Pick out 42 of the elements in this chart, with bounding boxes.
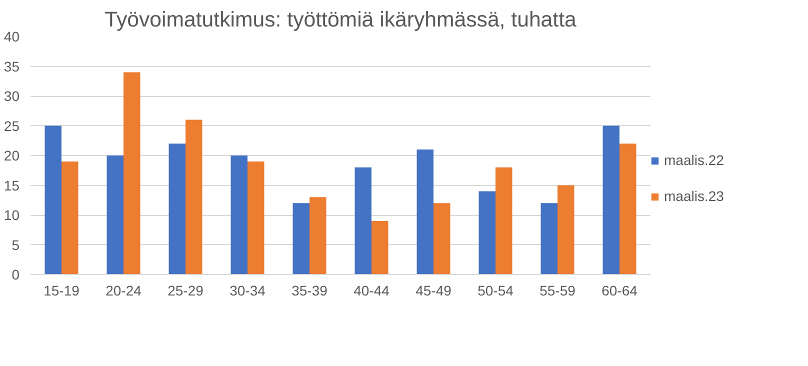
bar [248,161,264,274]
bar [354,167,372,274]
y-tick-label: 40 [4,28,20,44]
bar [372,220,388,274]
bar [168,144,186,274]
y-tick-label: 30 [4,88,20,104]
y-tick-label: 5 [12,236,20,253]
x-tick-label: 25-29 [168,282,204,298]
x-tick-label: 15-19 [44,282,80,298]
y-tick-label: 25 [4,118,20,134]
x-tick-label: 45-49 [416,282,452,298]
x-tick-label: 55-59 [540,282,576,298]
bar [478,191,496,274]
y-tick-label: 35 [4,58,20,74]
x-tick-label: 60-64 [602,282,638,298]
bar [124,72,140,274]
x-tick-label: 50-54 [478,282,514,298]
y-tick-label: 15 [4,177,20,194]
bar [602,126,620,274]
legend-label: maalis.22 [664,152,724,168]
y-tick-label: 20 [4,148,20,164]
x-tick-label: 35-39 [292,282,328,298]
y-tick-label: 10 [4,207,20,223]
bar [44,126,62,274]
bar [292,203,310,274]
bar [310,197,326,274]
bar [496,167,512,274]
bar [558,185,574,274]
bar [416,150,434,274]
bar [434,203,450,274]
legend-label: maalis.23 [664,188,724,204]
chart-title: Työvoimatutkimus: työttömiä ikäryhmässä, tuhatta [104,8,577,32]
x-tick-label: 30-34 [230,282,266,298]
bar [106,156,124,274]
x-tick-label: 20-24 [106,282,142,298]
bar [186,120,202,274]
bar [62,161,78,274]
bar [620,144,636,274]
bar [230,156,248,274]
bar [540,203,558,274]
y-tick-label: 0 [12,266,20,282]
x-tick-label: 40-44 [354,282,390,298]
